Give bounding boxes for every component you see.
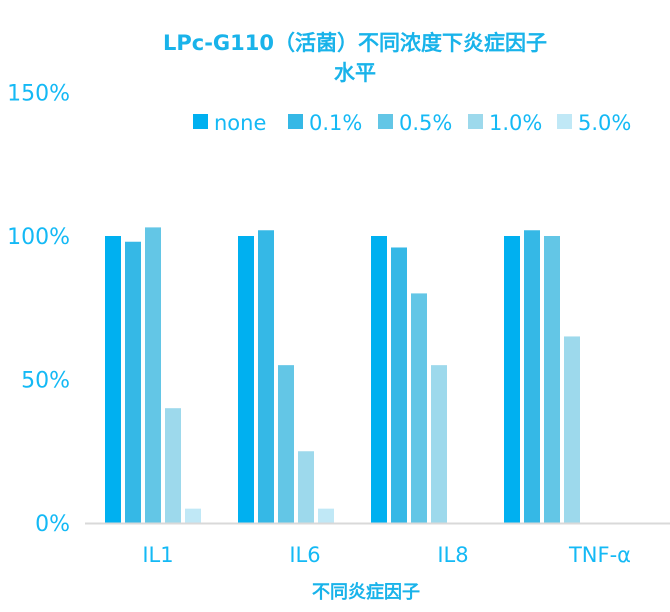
bar-IL6-0.1% bbox=[258, 230, 274, 523]
bar-IL6-none bbox=[238, 236, 254, 523]
bar-IL1-0.5% bbox=[145, 227, 161, 523]
x-tick-label: IL6 bbox=[289, 543, 320, 567]
y-tick-label: 100% bbox=[7, 225, 70, 250]
y-tick-label: 50% bbox=[21, 369, 70, 394]
legend-swatch bbox=[378, 114, 393, 129]
legend-swatch bbox=[557, 114, 572, 129]
y-tick-label: 150% bbox=[7, 82, 70, 107]
bar-TNF-α-0.1% bbox=[524, 230, 540, 523]
bar-IL8-1.0% bbox=[431, 365, 447, 523]
bar-IL8-none bbox=[371, 236, 387, 523]
bar-IL6-1.0% bbox=[298, 451, 314, 523]
legend-swatch bbox=[193, 114, 208, 129]
bar-IL1-5.0% bbox=[185, 508, 201, 523]
chart-title-line-2: 水平 bbox=[334, 61, 376, 85]
x-axis-label: 不同炎症因子 bbox=[312, 581, 420, 603]
legend-swatch bbox=[468, 114, 483, 129]
x-tick-label: IL8 bbox=[437, 543, 468, 567]
bar-IL6-0.5% bbox=[278, 365, 294, 523]
bar-IL1-0.1% bbox=[125, 241, 141, 524]
legend-label: 0.1% bbox=[309, 111, 362, 135]
bar-IL1-1.0% bbox=[165, 408, 181, 523]
legend-label: 1.0% bbox=[489, 111, 542, 135]
bar-TNF-α-1.0% bbox=[564, 336, 580, 523]
legend-label: 5.0% bbox=[578, 111, 631, 135]
legend-label: 0.5% bbox=[399, 111, 452, 135]
legend-label: none bbox=[214, 111, 266, 135]
x-tick-label: TNF-α bbox=[568, 543, 631, 567]
bar-IL8-0.1% bbox=[391, 247, 407, 524]
x-tick-label: IL1 bbox=[142, 543, 173, 567]
bar-IL6-5.0% bbox=[318, 508, 334, 523]
bar-IL1-none bbox=[105, 236, 121, 523]
legend-swatch bbox=[288, 114, 303, 129]
bar-TNF-α-0.5% bbox=[544, 236, 560, 523]
bar-IL8-0.5% bbox=[411, 293, 427, 523]
chart-title-line-1: LPc-G110（活菌）不同浓度下炎症因子 bbox=[163, 31, 547, 55]
bar-TNF-α-none bbox=[504, 236, 520, 523]
y-tick-label: 0% bbox=[35, 512, 70, 537]
